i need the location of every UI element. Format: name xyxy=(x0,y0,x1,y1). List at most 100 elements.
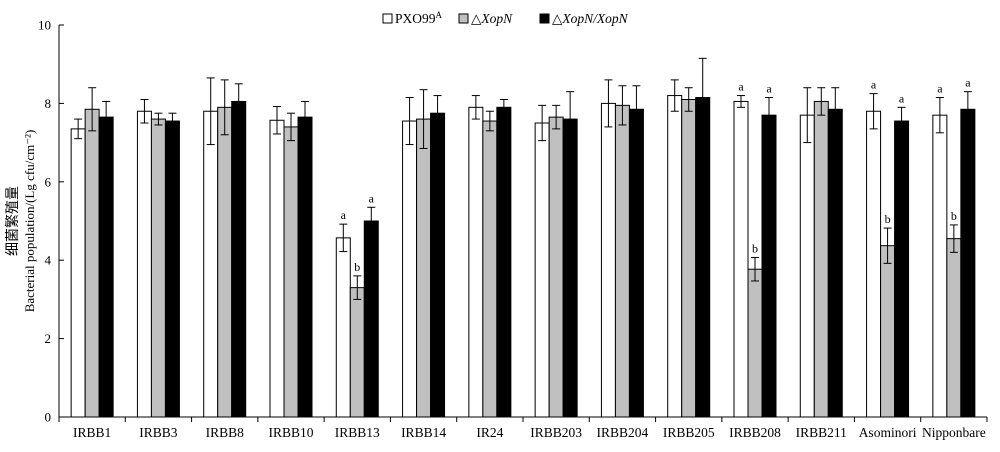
y-tick-label: 4 xyxy=(45,253,52,268)
bar xyxy=(496,106,512,418)
bar-group xyxy=(667,57,711,418)
legend: PXO99A △XopN △XopN/XopN xyxy=(382,10,629,26)
x-category-label: IR24 xyxy=(476,425,503,440)
bar xyxy=(363,220,379,418)
bar-group xyxy=(269,100,313,418)
bar xyxy=(866,110,882,418)
x-category-label: IRBB14 xyxy=(401,425,446,440)
significance-label: a xyxy=(871,78,877,92)
legend-label: △XopN/XopN xyxy=(552,11,629,26)
x-category-label: Nipponbare xyxy=(922,425,986,440)
bar xyxy=(335,237,351,418)
bar-group xyxy=(203,77,247,418)
legend-label: △XopN xyxy=(471,11,513,26)
x-category-label: IRBB10 xyxy=(268,425,313,440)
significance-label: a xyxy=(965,76,971,90)
legend-swatch xyxy=(539,13,550,24)
bar xyxy=(402,120,418,418)
bar xyxy=(932,114,948,418)
bar xyxy=(681,98,697,418)
bar xyxy=(761,114,777,418)
bar xyxy=(217,106,233,418)
bar xyxy=(482,120,498,418)
bar xyxy=(799,114,815,418)
bar xyxy=(297,116,313,418)
legend-swatch xyxy=(382,13,393,24)
significance-label: a xyxy=(738,80,744,94)
x-category-label: IRBB3 xyxy=(139,425,178,440)
bar-group xyxy=(70,87,114,418)
bar xyxy=(269,119,285,418)
bar xyxy=(628,108,644,418)
bar-group: a b a xyxy=(335,191,379,418)
x-category-label: IRBB1 xyxy=(73,425,111,440)
y-axis-title-cn: 细菌繁殖量 xyxy=(4,186,21,256)
bar-group: a b a xyxy=(866,78,910,418)
significance-label: b xyxy=(752,241,758,255)
bar xyxy=(349,287,365,418)
bar xyxy=(827,108,843,418)
bar xyxy=(813,100,829,418)
bars: a b a a b a a b a a b a xyxy=(70,57,976,418)
bar xyxy=(562,118,578,418)
bar xyxy=(695,97,711,418)
bar xyxy=(430,112,446,418)
bar xyxy=(946,238,962,418)
bar xyxy=(136,110,152,418)
significance-label: a xyxy=(369,191,375,205)
significance-label: a xyxy=(899,91,905,105)
significance-label: a xyxy=(341,208,347,222)
bar-group: a b a xyxy=(733,80,777,418)
bar-group xyxy=(468,95,512,418)
legend-label: PXO99A xyxy=(395,10,443,26)
bar xyxy=(548,116,564,418)
y-tick-label: 0 xyxy=(45,410,52,425)
y-tick-label: 8 xyxy=(45,96,52,111)
bar-group xyxy=(799,87,843,418)
bar xyxy=(880,245,896,418)
y-axis: 0 2 4 6 8 10 xyxy=(38,18,64,425)
bar xyxy=(283,126,299,418)
legend-item: PXO99A xyxy=(382,10,443,26)
y-tick-label: 2 xyxy=(45,331,52,346)
bar xyxy=(468,106,484,418)
bar xyxy=(203,110,219,418)
x-category-label: IRBB211 xyxy=(796,425,847,440)
bar xyxy=(98,116,114,418)
bar xyxy=(960,108,976,418)
bar-group xyxy=(402,89,446,418)
y-axis-title: 细菌繁殖量 Bacterial population/(Lg cfu/cm⁻²) xyxy=(4,130,37,313)
x-category-label: IRBB208 xyxy=(729,425,781,440)
x-category-label: IRBB13 xyxy=(335,425,380,440)
x-axis: IRBB1 IRBB3 IRBB8 IRBB10 IRBB13 IRBB14 IR24 IRB… xyxy=(58,416,988,440)
significance-label: b xyxy=(951,209,957,223)
bar xyxy=(164,120,180,418)
significance-label: a xyxy=(937,82,943,96)
x-category-label: IRBB204 xyxy=(597,425,649,440)
x-category-label: IRBB205 xyxy=(663,425,715,440)
bar-group: a b a xyxy=(932,76,976,418)
bar xyxy=(894,120,910,418)
significance-label: b xyxy=(354,260,360,274)
bar xyxy=(84,108,100,418)
bar-group xyxy=(534,91,578,418)
bar xyxy=(733,100,749,418)
bar-group xyxy=(600,79,644,418)
bar xyxy=(534,122,550,418)
bar xyxy=(416,118,432,418)
bar xyxy=(600,102,616,418)
y-tick-label: 10 xyxy=(38,18,51,33)
y-axis-title-en: Bacterial population/(Lg cfu/cm⁻²) xyxy=(22,130,37,313)
x-category-label: IRBB203 xyxy=(530,425,582,440)
x-category-label: IRBB8 xyxy=(206,425,245,440)
y-tick-label: 6 xyxy=(45,174,52,189)
x-category-label: Asominori xyxy=(859,425,917,440)
legend-swatch xyxy=(458,13,469,24)
significance-label: b xyxy=(885,212,891,226)
bar xyxy=(70,128,86,418)
bar xyxy=(614,104,630,418)
bar xyxy=(231,100,247,418)
bar xyxy=(667,95,683,418)
legend-item: △XopN/XopN xyxy=(539,11,629,26)
